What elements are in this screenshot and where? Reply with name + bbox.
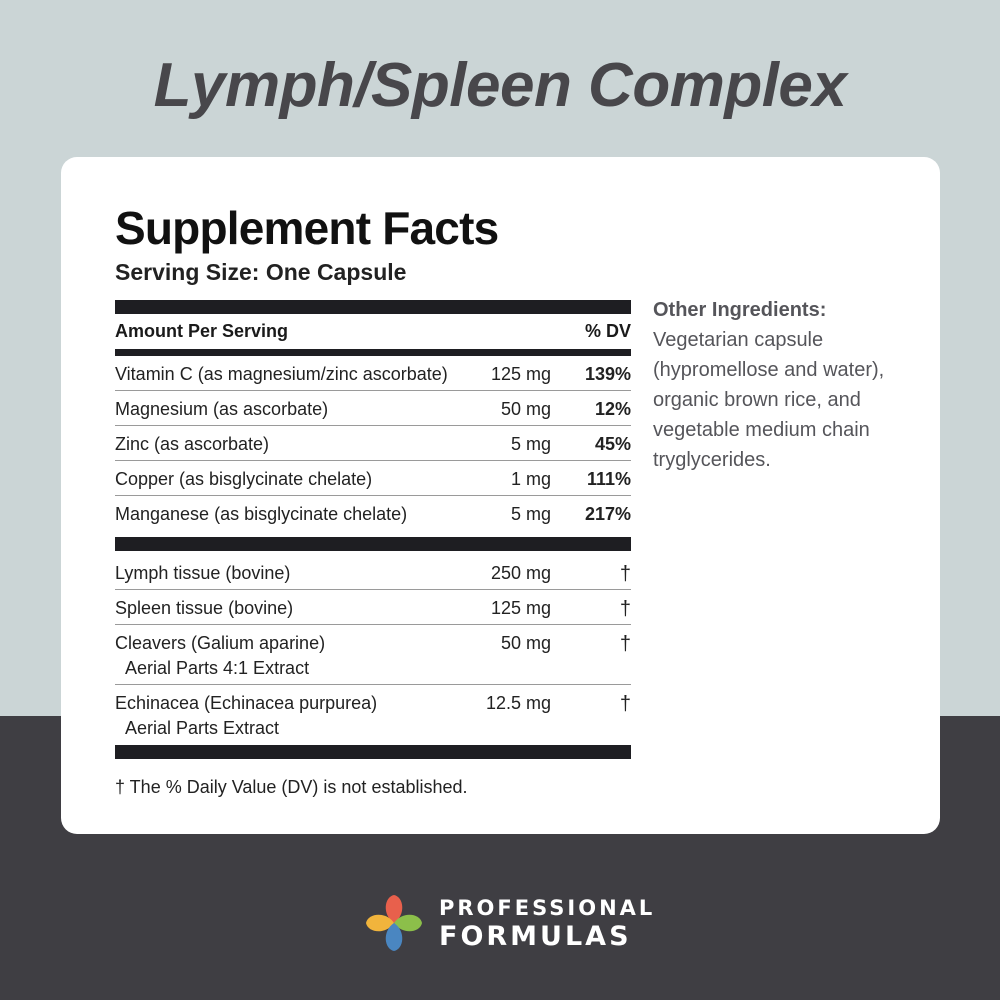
ingredient-name: Echinacea (Echinacea purpurea) Aerial Pa… xyxy=(115,693,471,739)
dagger-symbol: † xyxy=(619,563,631,585)
divider-thick xyxy=(115,300,631,314)
ingredient-name: Copper (as bisglycinate chelate) xyxy=(115,469,373,489)
ingredient-dv: 217% xyxy=(584,504,631,524)
divider-thick xyxy=(115,745,631,759)
dagger-symbol: † xyxy=(619,598,631,620)
divider-thick xyxy=(115,537,631,551)
table-row: Vitamin C (as magnesium/zinc ascorbate) … xyxy=(115,356,631,391)
ingredient-dv: 139% xyxy=(584,364,631,384)
ingredient-name-line: Echinacea (Echinacea purpurea) xyxy=(115,693,378,713)
table-row: Echinacea (Echinacea purpurea) Aerial Pa… xyxy=(115,685,631,745)
other-ingredients-title: Other Ingredients: xyxy=(653,299,827,321)
supplement-card: Supplement Facts Serving Size: One Capsu… xyxy=(61,157,940,834)
product-title: Lymph/Spleen Complex xyxy=(153,51,847,120)
ingredient-subline: Aerial Parts Extract xyxy=(125,718,280,738)
ingredient-name: Magnesium (as ascorbate) xyxy=(115,399,329,419)
ingredient-dv: 45% xyxy=(594,434,631,454)
ingredient-amount: 250 mg xyxy=(490,563,551,583)
ingredient-dv: 12% xyxy=(594,399,631,419)
table-row: Zinc (as ascorbate) 5 mg 45% xyxy=(115,426,631,461)
other-ingredients: Other Ingredients: Vegetarian capsule (h… xyxy=(653,295,923,475)
other-ingredients-line: tryglycerides. xyxy=(653,449,771,471)
ingredient-dv: 111% xyxy=(586,469,631,489)
table-row: Manganese (as bisglycinate chelate) 5 mg… xyxy=(115,496,631,531)
dv-label: % DV xyxy=(584,321,631,341)
brand-name: PROFESSIONAL FORMULAS xyxy=(439,895,655,952)
ingredient-subline: Aerial Parts 4:1 Extract xyxy=(125,658,310,678)
serving-size: Serving Size: One Capsule xyxy=(115,259,407,285)
ingredient-name-line: Cleavers (Galium aparine) xyxy=(115,633,326,653)
table-row: Lymph tissue (bovine) 250 mg † xyxy=(115,555,631,590)
supplement-facts-panel: Supplement Facts Serving Size: One Capsu… xyxy=(115,201,631,798)
dagger-symbol: † xyxy=(619,693,631,715)
ingredient-name: Cleavers (Galium aparine) Aerial Parts 4… xyxy=(115,633,471,679)
ingredient-amount: 5 mg xyxy=(510,504,551,524)
other-ingredients-line: (hypromellose and water), xyxy=(653,359,885,381)
ingredient-name: Manganese (as bisglycinate chelate) xyxy=(115,504,408,524)
dv-footnote: † The % Daily Value (DV) is not establis… xyxy=(115,777,468,797)
ingredient-amount: 125 mg xyxy=(490,364,551,384)
ingredient-amount: 1 mg xyxy=(510,469,551,489)
brand-name-line2: FORMULAS xyxy=(439,920,632,952)
other-ingredients-line: vegetable medium chain xyxy=(653,419,870,441)
other-ingredients-line: Vegetarian capsule xyxy=(653,329,824,351)
ingredient-amount: 50 mg xyxy=(500,399,551,419)
ingredient-name: Zinc (as ascorbate) xyxy=(115,434,270,454)
table-header: Amount Per Serving % DV xyxy=(115,314,631,356)
brand-name-line1: PROFESSIONAL xyxy=(439,895,656,920)
ingredient-name: Lymph tissue (bovine) xyxy=(115,563,291,583)
dagger-symbol: † xyxy=(619,633,631,655)
table-row: Magnesium (as ascorbate) 50 mg 12% xyxy=(115,391,631,426)
facts-title: Supplement Facts xyxy=(115,202,499,254)
brand-logo: PROFESSIONAL FORMULAS xyxy=(363,892,655,954)
ingredient-amount: 12.5 mg xyxy=(485,693,551,713)
ingredient-amount: 125 mg xyxy=(490,598,551,618)
ingredient-amount: 5 mg xyxy=(510,434,551,454)
amount-per-serving-label: Amount Per Serving xyxy=(115,321,289,341)
ingredient-name: Vitamin C (as magnesium/zinc ascorbate) xyxy=(115,364,448,384)
ingredient-amount: 50 mg xyxy=(500,633,551,653)
table-row: Copper (as bisglycinate chelate) 1 mg 11… xyxy=(115,461,631,496)
ingredient-name: Spleen tissue (bovine) xyxy=(115,598,294,618)
brand-petal-icon xyxy=(366,895,422,951)
other-ingredients-line: organic brown rice, and xyxy=(653,389,861,411)
table-row: Cleavers (Galium aparine) Aerial Parts 4… xyxy=(115,625,631,685)
table-row: Spleen tissue (bovine) 125 mg † xyxy=(115,590,631,625)
